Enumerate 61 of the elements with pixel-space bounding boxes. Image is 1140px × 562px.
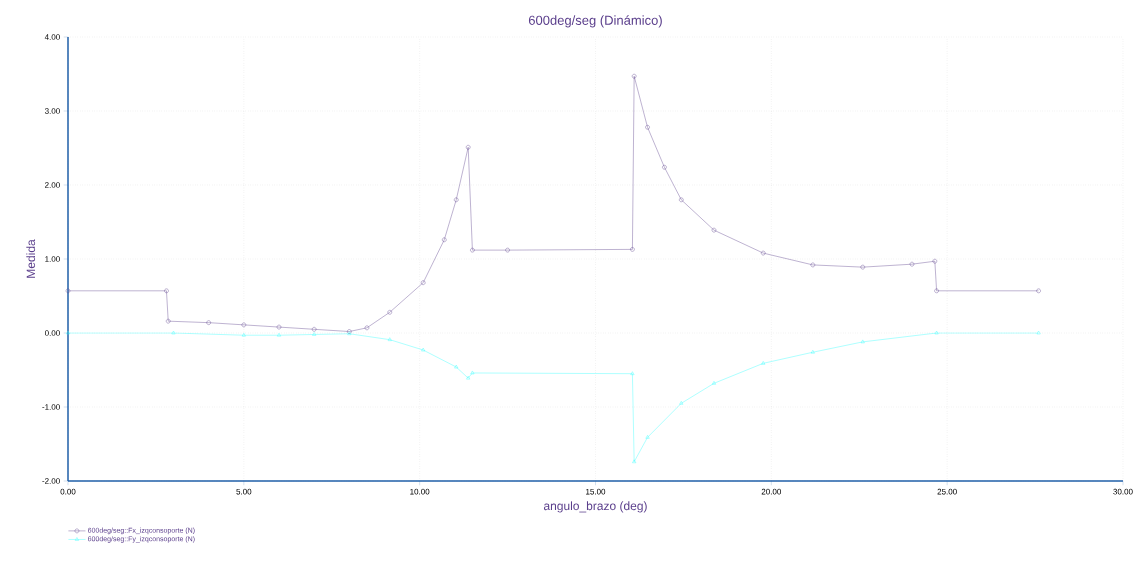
x-tick-label: 5.00 — [236, 488, 252, 495]
point — [761, 250, 766, 256]
point — [505, 247, 510, 253]
x-tick-label: 15.00 — [586, 488, 606, 495]
x-axis-title: angulo_brazo (deg) — [543, 501, 647, 513]
point — [932, 259, 938, 264]
y-tick-label: 1.00 — [45, 256, 60, 262]
y-tick-label: 3.00 — [44, 108, 60, 114]
x-tick-label: 20.00 — [761, 488, 782, 495]
point — [711, 227, 717, 233]
point — [679, 197, 684, 202]
point — [364, 325, 370, 331]
point — [241, 333, 246, 337]
point — [631, 74, 637, 79]
point — [442, 237, 447, 242]
point — [810, 350, 815, 354]
point — [206, 320, 211, 325]
point — [387, 337, 392, 341]
x-tick-label: 25.00 — [937, 488, 957, 495]
point — [454, 197, 459, 202]
point — [679, 401, 684, 405]
point — [934, 288, 939, 294]
point — [241, 322, 247, 328]
point — [934, 330, 939, 335]
point — [645, 435, 650, 439]
point — [761, 361, 766, 365]
point — [645, 125, 650, 130]
point — [662, 165, 667, 170]
point — [909, 261, 915, 267]
point — [164, 288, 169, 294]
x-tick-label: 10.00 — [410, 488, 430, 495]
chart-title: 600deg/seg (Dinámico) — [528, 15, 662, 28]
point — [630, 247, 635, 252]
y-tick-label: -2.00 — [42, 478, 60, 484]
point — [465, 145, 471, 150]
y-axis-title: Medida — [26, 239, 36, 278]
point — [166, 318, 171, 324]
x-tick-label: 30.00 — [1113, 488, 1133, 495]
point — [632, 459, 637, 463]
point — [311, 327, 317, 332]
x-tick-label: 0.00 — [60, 488, 76, 495]
point — [312, 332, 317, 336]
point — [454, 364, 459, 369]
y-tick-label: 0.00 — [44, 330, 60, 336]
point — [420, 280, 426, 285]
point — [421, 347, 426, 352]
y-tick-label: -1.00 — [42, 404, 60, 410]
y-tick-label: 4.00 — [44, 34, 60, 40]
point — [712, 381, 716, 385]
point — [466, 375, 471, 380]
point — [860, 339, 865, 344]
point — [387, 310, 392, 315]
y-tick-label: 2.00 — [45, 182, 60, 188]
point — [860, 264, 865, 270]
point — [276, 324, 282, 330]
point — [470, 370, 475, 375]
point — [630, 371, 635, 375]
point — [171, 330, 176, 335]
point — [277, 333, 281, 337]
point — [810, 262, 816, 268]
point — [470, 247, 475, 253]
